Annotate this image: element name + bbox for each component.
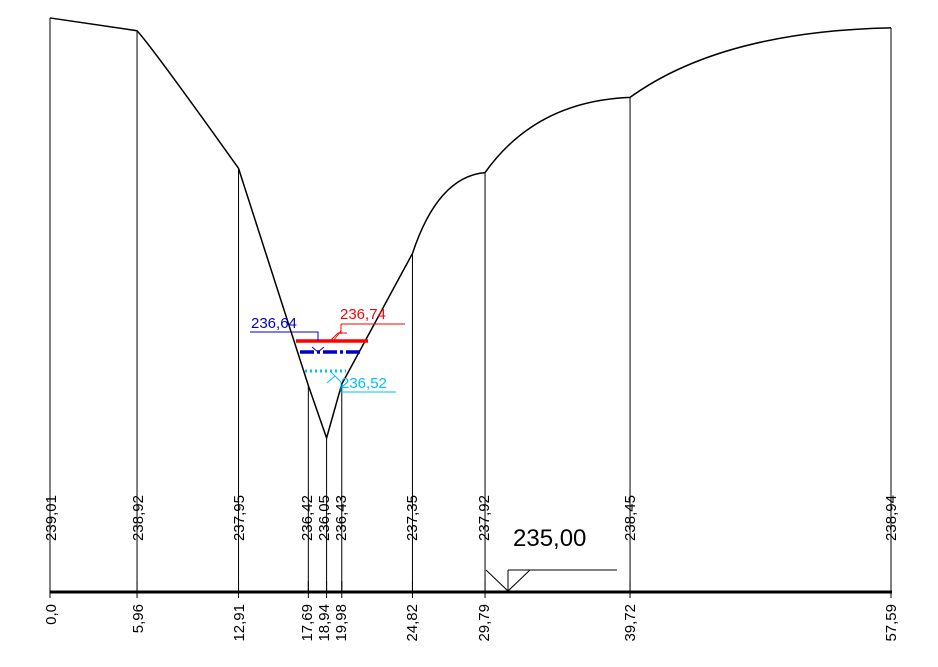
elevation-label: 238,45 [622, 495, 639, 541]
elevation-label: 237,92 [476, 495, 493, 541]
station-verticals [49, 17, 892, 598]
water-level-label: 236,52 [341, 375, 387, 392]
elevation-label: 239,01 [43, 495, 60, 541]
station-label: 19,98 [333, 604, 350, 642]
station-label: 17,69 [299, 604, 316, 642]
station-label: 39,72 [622, 604, 639, 642]
elevation-labels: 239,01 238,92 237,95 236,42 236,05 236,43 237,… [43, 495, 900, 541]
elevation-label: 237,35 [404, 495, 421, 541]
water-level-label: 236,74 [340, 306, 386, 323]
elevation-label: 237,95 [231, 495, 248, 541]
station-label: 57,59 [883, 604, 900, 642]
elevation-label: 238,94 [883, 495, 900, 541]
datum-label: 235,00 [513, 525, 586, 552]
datum-symbol [485, 569, 617, 592]
station-label: 29,79 [476, 604, 493, 642]
station-label: 0,0 [43, 604, 60, 625]
station-label: 24,82 [404, 604, 421, 642]
water-level-leader [330, 323, 405, 342]
elevation-label: 236,43 [333, 495, 350, 541]
water-level-leader [250, 331, 325, 353]
datum-marker: 235,00 [485, 525, 617, 592]
ground-profile-line [49, 17, 892, 441]
elevation-label: 236,05 [316, 495, 333, 541]
elevation-label: 238,92 [130, 495, 147, 541]
station-label: 12,91 [231, 604, 248, 642]
station-label: 18,94 [316, 604, 333, 642]
water-level-leader [326, 371, 396, 393]
station-labels: 0,0 5,96 12,91 17,69 18,94 19,98 24,82 29,79 39,… [43, 604, 900, 642]
elevation-label: 236,42 [299, 495, 316, 541]
water-levels: 236,74 236,64 236,52 [250, 306, 405, 393]
water-level-label: 236,64 [251, 315, 297, 332]
station-label: 5,96 [130, 604, 147, 633]
